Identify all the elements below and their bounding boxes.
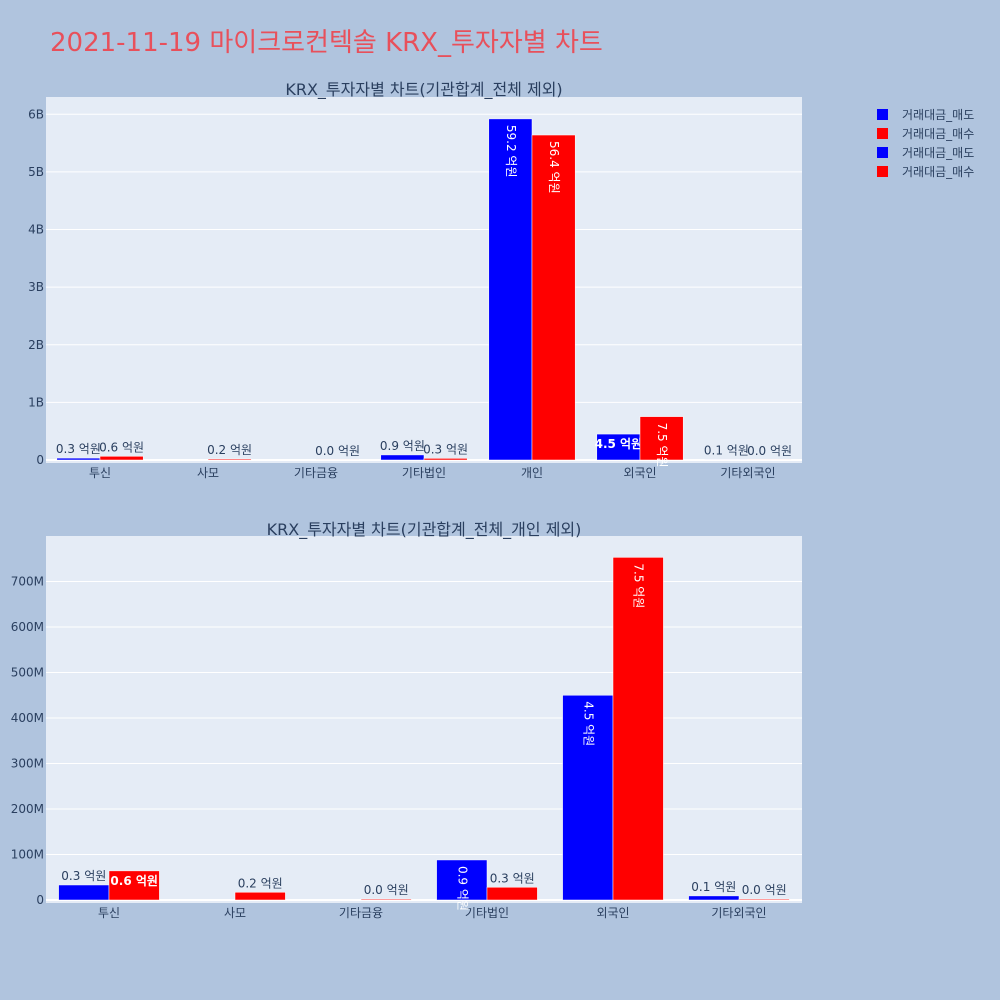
y-tick-label: 4B [28, 223, 44, 237]
plot-area [46, 536, 802, 903]
x-tick-label: 기타외국인 [720, 466, 775, 480]
x-tick-label: 기타금융 [339, 906, 383, 920]
x-tick-label: 투신 [98, 906, 120, 920]
bar-buy[interactable] [531, 134, 576, 461]
legend-swatch[interactable] [877, 147, 888, 158]
y-tick-label: 0 [36, 893, 44, 907]
bar-sell[interactable] [596, 433, 641, 461]
data-label: 4.5 억원 [595, 437, 643, 451]
x-tick-label: 개인 [521, 466, 543, 480]
data-label: 0.6 억원 [99, 440, 144, 454]
legend-swatch[interactable] [877, 166, 888, 177]
data-label: 56.4 억원 [547, 141, 561, 194]
y-tick-label: 5B [28, 165, 44, 179]
data-label: 0.1 억원 [704, 443, 749, 457]
data-label: 0.0 억원 [364, 883, 409, 897]
data-label: 59.2 억원 [504, 125, 518, 178]
legend-swatch[interactable] [877, 109, 888, 120]
bar-buy[interactable] [108, 870, 160, 901]
x-tick-label: 외국인 [596, 906, 629, 920]
y-tick-label: 700M [11, 575, 44, 589]
y-tick-label: 500M [11, 666, 44, 680]
bar-buy[interactable] [639, 416, 684, 461]
bar-sell[interactable] [380, 454, 425, 461]
bar-sell[interactable] [688, 895, 740, 901]
legend-swatch[interactable] [877, 128, 888, 139]
data-label: 0.1 억원 [691, 880, 736, 894]
y-tick-label: 200M [11, 802, 44, 816]
x-tick-label: 기타외국인 [711, 906, 766, 920]
data-label: 0.2 억원 [238, 876, 283, 890]
chart-title: KRX_투자자별 차트(기관합계_전체_개인 제외) [267, 520, 582, 540]
bar-buy[interactable] [738, 898, 790, 901]
legend-item-label[interactable]: 거래대금_매수 [902, 165, 974, 179]
data-label: 0.3 억원 [423, 442, 468, 456]
x-tick-label: 기타법인 [402, 466, 446, 480]
y-tick-label: 2B [28, 338, 44, 352]
bar-buy[interactable] [360, 898, 412, 901]
x-tick-label: 투신 [89, 466, 111, 480]
y-tick-label: 0 [36, 453, 44, 467]
legend-item-label[interactable]: 거래대금_매도 [902, 146, 974, 160]
bar-buy[interactable] [612, 557, 664, 901]
y-tick-label: 400M [11, 711, 44, 725]
chart-1: 0 1B 2B 3B 4B 5B 6B KRX_투자자별 차트(기관합계_전체 제외) 투신 0.… [28, 80, 802, 480]
y-tick-label: 100M [11, 848, 44, 862]
chart-2: 0 100M 200M 300M 400M 500M 600M 700M KRX_투자자별 차트… [11, 520, 802, 920]
data-label: 0.2 억원 [207, 443, 252, 457]
data-label: 7.5 억원 [632, 563, 646, 608]
bar-buy[interactable] [423, 458, 468, 461]
bar-buy[interactable] [207, 458, 252, 461]
data-label: 0.0 억원 [742, 883, 787, 897]
data-label: 4.5 억원 [581, 701, 595, 746]
bar-sell[interactable] [488, 118, 533, 461]
x-tick-label: 기타법인 [465, 906, 509, 920]
plot-area [46, 97, 802, 463]
data-label: 0.3 억원 [61, 869, 106, 883]
x-tick-label: 외국인 [623, 466, 656, 480]
bar-sell[interactable] [704, 459, 749, 461]
y-tick-label: 3B [28, 280, 44, 294]
x-tick-label: 기타금융 [294, 466, 338, 480]
y-tick-label: 300M [11, 757, 44, 771]
bar-buy[interactable] [234, 892, 286, 901]
data-label: 7.5 억원 [655, 423, 669, 468]
data-label: 0.3 억원 [56, 442, 101, 456]
bar-sell[interactable] [562, 695, 614, 901]
x-tick-label: 사모 [224, 906, 246, 920]
y-tick-label: 1B [28, 395, 44, 409]
data-label: 0.0 억원 [315, 444, 360, 458]
bar-buy[interactable] [486, 887, 538, 901]
legend-item-label[interactable]: 거래대금_매도 [902, 108, 974, 122]
data-label: 0.0 억원 [747, 444, 792, 458]
y-tick-label: 600M [11, 620, 44, 634]
bar-sell[interactable] [56, 457, 101, 461]
x-tick-label: 사모 [197, 466, 219, 480]
bar-sell[interactable] [58, 884, 110, 901]
y-tick-label: 6B [28, 107, 44, 121]
legend-item-label[interactable]: 거래대금_매수 [902, 127, 974, 141]
data-label: 0.6 억원 [110, 874, 158, 888]
data-label: 0.9 억원 [380, 439, 425, 453]
data-label: 0.9 억원 [455, 866, 469, 911]
chart-title: KRX_투자자별 차트(기관합계_전체 제외) [285, 80, 562, 100]
page-title: 2021-11-19 마이크로컨텍솔 KRX_투자자별 차트 [50, 28, 603, 58]
data-label: 0.3 억원 [490, 871, 535, 885]
bar-sell[interactable] [436, 859, 488, 901]
bar-buy[interactable] [99, 456, 144, 461]
